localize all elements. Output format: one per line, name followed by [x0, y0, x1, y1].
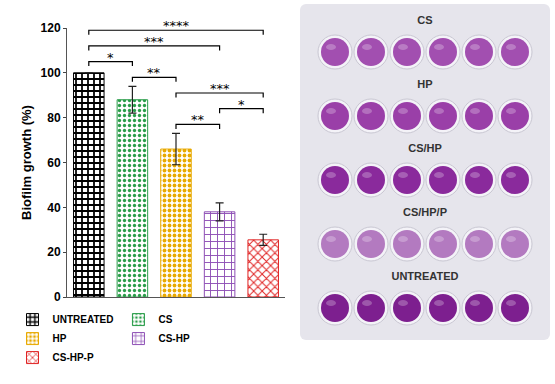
svg-text:HP: HP [53, 333, 67, 344]
svg-text:80: 80 [47, 111, 61, 125]
svg-text:CS-HP: CS-HP [158, 333, 189, 344]
svg-text:CS/HP: CS/HP [408, 142, 442, 154]
svg-text:20: 20 [47, 245, 61, 259]
svg-text:100: 100 [41, 66, 61, 80]
svg-text:60: 60 [47, 156, 61, 170]
svg-text:40: 40 [47, 201, 61, 215]
svg-text:*: * [107, 50, 114, 65]
svg-text:*: * [238, 97, 245, 112]
svg-text:UNTREATED: UNTREATED [53, 314, 114, 325]
svg-text:**: ** [191, 112, 205, 127]
svg-text:120: 120 [41, 21, 61, 35]
svg-text:CS-HP-P: CS-HP-P [53, 352, 94, 363]
svg-text:Biofilm growth (%): Biofilm growth (%) [19, 105, 34, 220]
svg-text:CS: CS [158, 314, 172, 325]
svg-text:**: ** [147, 65, 161, 80]
svg-text:UNTREATED: UNTREATED [391, 270, 458, 282]
svg-text:0: 0 [54, 290, 61, 304]
svg-text:CS/HP/P: CS/HP/P [403, 206, 447, 218]
svg-text:HP: HP [417, 78, 432, 90]
svg-text:CS: CS [417, 14, 432, 26]
svg-text:***: *** [144, 34, 164, 49]
svg-text:****: **** [163, 18, 190, 33]
svg-text:***: *** [210, 81, 230, 96]
